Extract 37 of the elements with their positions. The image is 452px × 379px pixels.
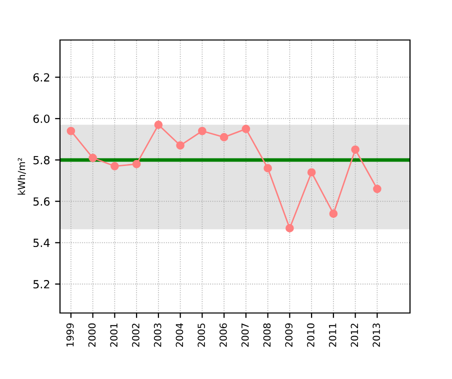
point: [373, 184, 382, 194]
x-tick-label: 2011: [328, 324, 336, 347]
x-tick-label: 2012: [350, 324, 358, 347]
point: [329, 210, 338, 218]
y-tick-label: 5.8: [33, 156, 50, 164]
point: [132, 160, 141, 168]
x-tick-label: 2001: [110, 324, 118, 347]
point: [110, 162, 119, 170]
x-tick-label: 2009: [285, 323, 293, 347]
x-tick-label: 2000: [88, 323, 96, 347]
y-tick-label: 5.4: [33, 238, 50, 248]
point: [198, 126, 206, 136]
point: [66, 126, 76, 136]
x-tick-label: 2003: [154, 324, 162, 347]
y-axis-title: kWh/m²: [18, 158, 26, 195]
point: [264, 164, 272, 172]
point: [176, 141, 184, 150]
point: [220, 133, 228, 142]
x-tick-label: 2010: [307, 323, 314, 347]
x-tick-label: 1999: [66, 323, 74, 346]
x-tick-label: 2006: [220, 323, 227, 347]
x-tick-label: 2002: [132, 324, 140, 347]
point: [286, 224, 294, 232]
point: [351, 145, 360, 154]
y-tick-label: 5.6: [33, 197, 50, 206]
x-tick-label: 2008: [263, 323, 271, 347]
point: [307, 168, 316, 177]
y-tick-label: 5.2: [33, 280, 50, 288]
point: [154, 120, 163, 129]
y-tick-label: 6.0: [33, 114, 50, 123]
x-tick-label: 2004: [176, 323, 184, 347]
x-tick-label: 2007: [241, 324, 249, 347]
x-tick-label: 2005: [198, 324, 206, 347]
point: [88, 154, 97, 162]
point: [242, 124, 250, 134]
x-tick-label: 2013: [372, 324, 380, 347]
y-tick-label: 6.2: [33, 73, 50, 82]
